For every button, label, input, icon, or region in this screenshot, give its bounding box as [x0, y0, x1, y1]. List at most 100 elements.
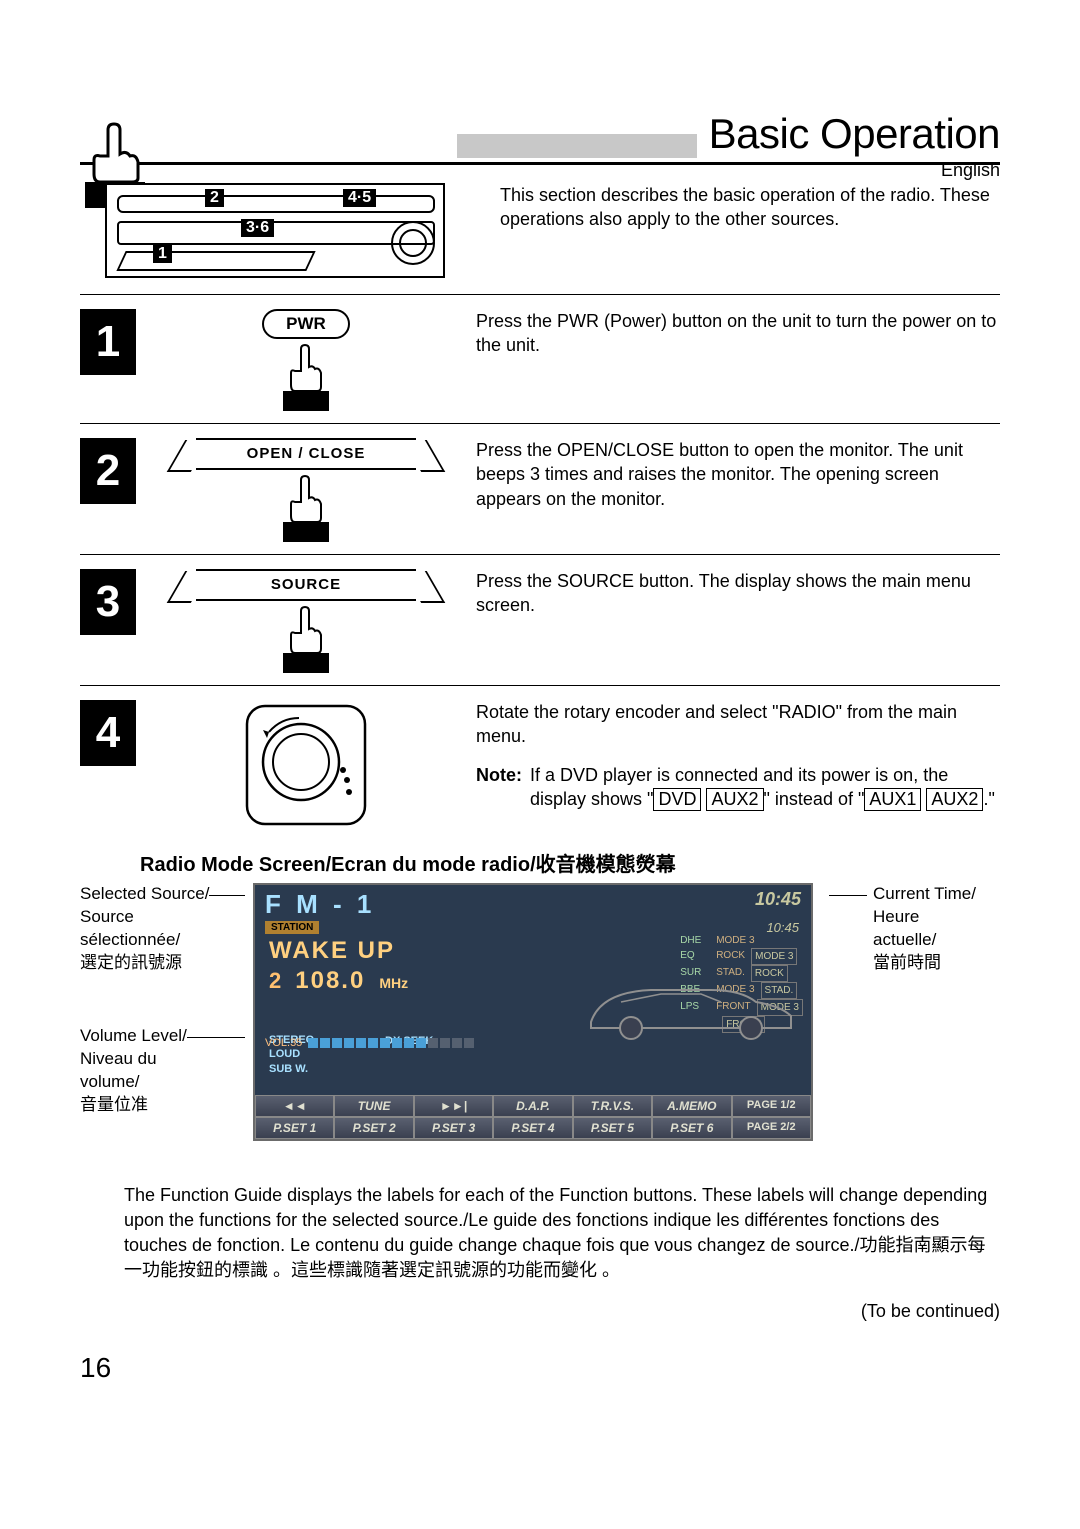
- function-button: D.A.P.: [493, 1095, 572, 1117]
- screen-source: F M - 1: [265, 889, 375, 920]
- step-2: 2 OPEN / CLOSE Press the OPEN/CLOSE butt…: [80, 438, 1000, 544]
- frequency: 108.0: [295, 967, 365, 995]
- step-3-text: Press the SOURCE button. The display sho…: [476, 569, 1000, 618]
- volume-segment: [380, 1038, 390, 1048]
- radio-mode-heading: Radio Mode Screen/Ecran du mode radio/收音…: [140, 848, 1000, 877]
- preset-number: 2: [269, 968, 281, 994]
- volume-segment: [368, 1038, 378, 1048]
- function-button: P.SET 1: [255, 1117, 334, 1139]
- volume-segment: [404, 1038, 414, 1048]
- function-button: P.SET 5: [573, 1117, 652, 1139]
- step-1-graphic: PWR: [156, 309, 456, 413]
- callout-selected-source: Selected Source/ Source sélectionnée/ 選定…: [80, 883, 209, 975]
- step-number: 1: [80, 309, 136, 375]
- step-number: 2: [80, 438, 136, 504]
- note-body: If a DVD player is connected and its pow…: [530, 763, 1000, 812]
- step-2-text: Press the OPEN/CLOSE button to open the …: [476, 438, 1000, 511]
- step-4-note: Note: If a DVD player is connected and i…: [476, 763, 1000, 812]
- page-title: Basic Operation: [709, 110, 1000, 158]
- language-label: English: [941, 160, 1000, 181]
- title-gray-bar: [457, 134, 697, 158]
- volume-segment: [356, 1038, 366, 1048]
- leader-line: [209, 895, 245, 896]
- press-hand-icon: [281, 474, 331, 544]
- volume-segment: [452, 1038, 462, 1048]
- function-guide-text: The Function Guide displays the labels f…: [124, 1183, 1000, 1284]
- car-icon: [581, 962, 801, 1047]
- freq-unit: MHz: [379, 975, 408, 991]
- leader-line: [187, 1037, 245, 1038]
- volume-segment: [428, 1038, 438, 1048]
- volume-bar: [308, 1038, 474, 1048]
- volume-label: VOL.35: [265, 1037, 302, 1049]
- screen-time: 10:45: [755, 889, 801, 920]
- unit-diagram-wrap: 1 2 3·6 4·5: [80, 183, 470, 278]
- function-button: P.SET 3: [414, 1117, 493, 1139]
- volume-segment: [320, 1038, 330, 1048]
- right-callouts: Current Time/ Heure actuelle/ 當前時間: [821, 883, 976, 975]
- diagram-badge: 2: [205, 189, 224, 207]
- leader-line: [829, 895, 867, 896]
- separator: [80, 294, 1000, 295]
- step-2-graphic: OPEN / CLOSE: [156, 438, 456, 544]
- step-4-text: Rotate the rotary encoder and select "RA…: [476, 700, 1000, 811]
- function-button: TUNE: [334, 1095, 413, 1117]
- function-button: PAGE 2/2: [732, 1117, 811, 1139]
- function-button: P.SET 4: [493, 1117, 572, 1139]
- title-rule: [80, 162, 1000, 165]
- boxed-aux2: AUX2: [706, 788, 763, 812]
- unit-diagram: 1 2 3·6 4·5: [105, 183, 445, 278]
- source-button-label: SOURCE: [196, 569, 416, 601]
- volume-segment: [344, 1038, 354, 1048]
- step-number: 4: [80, 700, 136, 766]
- separator: [80, 685, 1000, 686]
- step-number: 3: [80, 569, 136, 635]
- step-3: 3 SOURCE Press the SOURCE button. The di…: [80, 569, 1000, 675]
- station-tag: STATION: [265, 921, 319, 934]
- boxed-aux1: AUX1: [864, 788, 921, 812]
- function-button: PAGE 1/2: [732, 1095, 811, 1117]
- boxed-aux2b: AUX2: [926, 788, 983, 812]
- function-button-rows: ◄◄TUNE►►|D.A.P.T.R.V.S.A.MEMOPAGE 1/2 P.…: [255, 1095, 811, 1139]
- volume-segment: [440, 1038, 450, 1048]
- volume-segment: [416, 1038, 426, 1048]
- callout-volume: Volume Level/ Niveau du volume/ 音量位准: [80, 1025, 187, 1117]
- open-close-button-label: OPEN / CLOSE: [196, 438, 416, 470]
- callout-current-time: Current Time/ Heure actuelle/ 當前時間: [873, 883, 976, 975]
- press-hand-icon: [281, 343, 331, 413]
- step-4: 4 Rotate the rotary encoder and select "…: [80, 700, 1000, 830]
- step-4-main: Rotate the rotary encoder and select "RA…: [476, 700, 1000, 749]
- diagram-badge: 3·6: [241, 219, 274, 237]
- press-hand-icon: [281, 605, 331, 675]
- page-number: 16: [80, 1352, 1000, 1384]
- volume-segment: [464, 1038, 474, 1048]
- intro-row: 1 2 3·6 4·5 This section describes the b…: [80, 183, 1000, 278]
- step-4-graphic: [156, 700, 456, 830]
- function-button: ►►|: [414, 1095, 493, 1117]
- intro-text: This section describes the basic operati…: [500, 183, 1000, 278]
- step-1: 1 PWR Press the PWR (Power) button on th…: [80, 309, 1000, 413]
- function-button: T.R.V.S.: [573, 1095, 652, 1117]
- diagram-badge: 4·5: [343, 189, 376, 207]
- step-1-text: Press the PWR (Power) button on the unit…: [476, 309, 1000, 358]
- volume-segment: [308, 1038, 318, 1048]
- separator: [80, 554, 1000, 555]
- note-label: Note:: [476, 763, 522, 812]
- function-button: P.SET 6: [652, 1117, 731, 1139]
- radio-screen-row: Selected Source/ Source sélectionnée/ 選定…: [80, 883, 1000, 1167]
- left-callouts: Selected Source/ Source sélectionnée/ 選定…: [80, 883, 245, 1167]
- volume-row: VOL.35: [265, 1037, 474, 1049]
- function-button: P.SET 2: [334, 1117, 413, 1139]
- volume-segment: [392, 1038, 402, 1048]
- diagram-badge: 1: [153, 245, 172, 263]
- title-bar: Basic Operation: [80, 110, 1000, 158]
- function-button: A.MEMO: [652, 1095, 731, 1117]
- step-3-graphic: SOURCE: [156, 569, 456, 675]
- manual-page: English Basic Operation 1 2 3·6 4·5 This…: [80, 110, 1000, 1384]
- to-be-continued: (To be continued): [80, 1301, 1000, 1322]
- rotary-encoder-icon: [241, 700, 371, 830]
- separator: [80, 423, 1000, 424]
- function-button: ◄◄: [255, 1095, 334, 1117]
- radio-screen: F M - 1 10:45 STATION 10:45 WAKE UP 2 10…: [253, 883, 813, 1141]
- pwr-button-label: PWR: [262, 309, 350, 339]
